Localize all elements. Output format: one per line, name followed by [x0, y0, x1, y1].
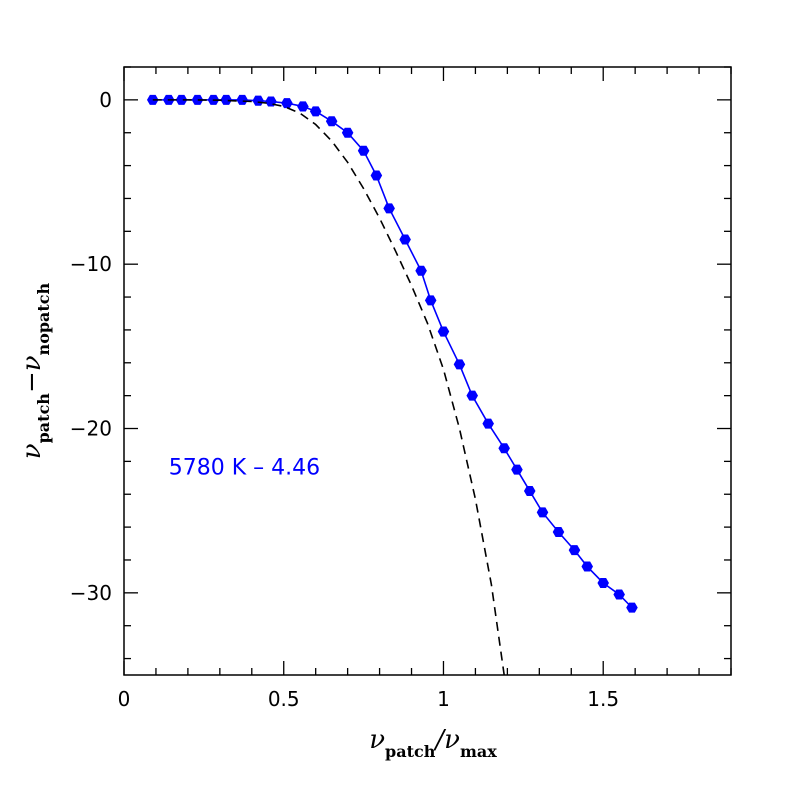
plot-frame	[123, 66, 732, 676]
x-tick-label: 0	[118, 687, 131, 711]
data-point-marker	[281, 98, 293, 109]
y-axis-sub1: patch	[34, 393, 53, 444]
x-tick-label: 0.5	[268, 687, 300, 711]
data-point-marker	[482, 418, 494, 429]
data-point-marker	[297, 101, 309, 112]
data-point-marker	[325, 116, 338, 127]
x-axis-title: νpatch/νmax	[369, 725, 497, 761]
y-axis-symbol2: ν	[17, 355, 47, 371]
x-axis-symbol: ν	[369, 725, 385, 755]
y-axis-symbol: ν	[17, 443, 47, 459]
data-point-marker	[146, 94, 159, 105]
data-point-marker	[568, 545, 581, 556]
model-series-line	[152, 99, 633, 609]
data-point-marker	[453, 359, 466, 370]
y-tick-label: −30	[70, 581, 112, 605]
y-tick-label: 0	[99, 88, 112, 112]
data-point-marker	[536, 507, 549, 518]
data-point-marker	[498, 443, 510, 454]
data-point-marker	[424, 295, 437, 306]
x-axis-slash: /	[432, 725, 446, 755]
x-tick-label: 1.5	[587, 687, 619, 711]
dashed-series-line	[152, 99, 505, 676]
data-point-marker	[309, 106, 322, 117]
data-point-marker	[613, 589, 625, 600]
x-axis-sub2: max	[460, 742, 497, 761]
x-tick-label: 1	[437, 687, 450, 711]
tick-labels-layer: 0 0.5 1 1.5 0 −10 −20 −30	[70, 88, 619, 711]
y-axis-title: νpatch−νnopatch	[17, 282, 53, 459]
data-point-marker	[399, 234, 411, 245]
data-point-marker	[511, 464, 523, 475]
data-point-marker	[581, 561, 594, 572]
x-axis-symbol2: ν	[444, 725, 460, 755]
y-axis-minus: −	[17, 371, 47, 393]
ticks-layer	[123, 66, 732, 675]
data-point-marker	[341, 127, 354, 138]
data-point-marker	[191, 94, 204, 105]
data-point-marker	[370, 170, 383, 181]
x-axis-sub1: patch	[385, 742, 436, 761]
data-point-marker	[466, 390, 479, 401]
data-point-marker	[437, 326, 450, 337]
data-point-marker	[552, 527, 565, 538]
data-point-marker	[626, 602, 638, 613]
y-tick-label: −20	[70, 417, 112, 441]
data-point-marker	[597, 577, 609, 588]
y-axis-sub2: nopatch	[34, 282, 53, 355]
data-point-marker	[236, 94, 248, 105]
data-point-marker	[523, 485, 536, 496]
data-point-marker	[252, 95, 264, 106]
annotation-label: 5780 K – 4.46	[169, 455, 320, 480]
data-point-marker	[383, 203, 395, 214]
y-tick-label: −10	[70, 252, 112, 276]
data-point-marker	[357, 145, 370, 156]
series-layer	[146, 94, 638, 676]
data-point-marker	[415, 265, 427, 276]
